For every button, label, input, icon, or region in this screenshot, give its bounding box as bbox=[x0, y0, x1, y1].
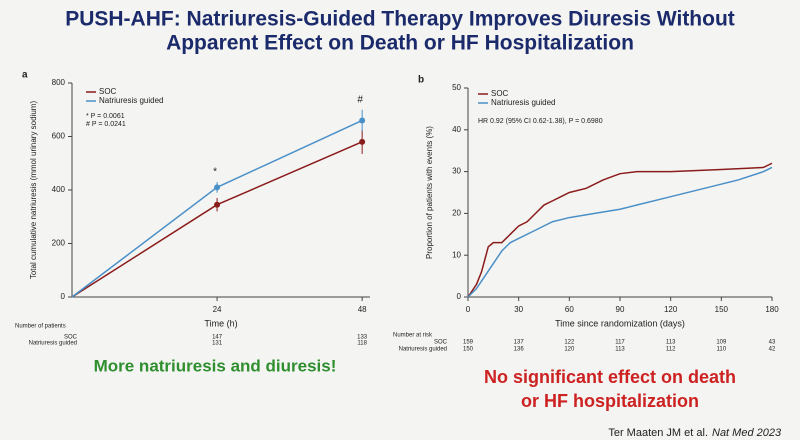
y-tick-label: 600 bbox=[52, 132, 66, 141]
p-value: * P = 0.0061 bbox=[86, 113, 125, 120]
panel-label: a bbox=[22, 70, 28, 81]
y-tick-label: 20 bbox=[452, 209, 461, 218]
risk-value: 113 bbox=[666, 340, 676, 346]
y-axis-label: Total cumulative natriuresis (mmol urina… bbox=[29, 101, 38, 280]
x-tick-label: 150 bbox=[715, 305, 729, 314]
y-tick-label: 30 bbox=[452, 167, 461, 176]
x-tick-label: 180 bbox=[765, 305, 779, 314]
x-axis-label: Time since randomization (days) bbox=[555, 318, 685, 328]
risk-value: 131 bbox=[212, 341, 223, 347]
risk-value: 147 bbox=[212, 335, 223, 341]
slide-title: Apparent Effect on Death or HF Hospitali… bbox=[166, 32, 634, 55]
risk-row-label: Natriuresis guided bbox=[399, 347, 447, 353]
risk-value: 109 bbox=[716, 340, 727, 346]
citation: Ter Maaten JM et al. bbox=[608, 427, 708, 439]
legend-label: SOC bbox=[491, 89, 509, 98]
risk-value: 122 bbox=[564, 340, 575, 346]
risk-value: 113 bbox=[615, 347, 625, 353]
y-tick-label: 200 bbox=[52, 239, 66, 248]
caption: More natriuresis and diuresis! bbox=[94, 356, 337, 375]
risk-table-title: Number of patients bbox=[15, 324, 66, 330]
legend-label: SOC bbox=[99, 87, 117, 96]
y-tick-label: 50 bbox=[452, 83, 461, 92]
caption: No significant effect on death bbox=[484, 367, 736, 387]
risk-value: 133 bbox=[357, 335, 368, 341]
risk-value: 120 bbox=[564, 347, 575, 353]
risk-row-label: SOC bbox=[434, 340, 448, 346]
x-tick-label: 60 bbox=[565, 305, 574, 314]
risk-row-label: SOC bbox=[64, 335, 78, 341]
y-tick-label: 0 bbox=[61, 292, 66, 301]
significance-mark: # bbox=[357, 94, 363, 105]
risk-value: 136 bbox=[514, 347, 525, 353]
risk-value: 112 bbox=[666, 347, 676, 353]
x-tick-label: 48 bbox=[358, 305, 367, 314]
legend-label: Natriuresis guided bbox=[99, 96, 163, 105]
point bbox=[214, 201, 221, 208]
y-tick-label: 10 bbox=[452, 250, 461, 259]
x-axis-label: Time (h) bbox=[204, 318, 237, 328]
series-line bbox=[467, 166, 773, 298]
point bbox=[359, 117, 366, 124]
point bbox=[214, 184, 221, 191]
x-tick-label: 30 bbox=[514, 305, 523, 314]
series-line bbox=[467, 162, 773, 298]
significance-mark: * bbox=[213, 167, 217, 178]
y-tick-label: 40 bbox=[452, 125, 461, 134]
risk-table-title: Number at risk bbox=[393, 333, 433, 339]
y-tick-label: 0 bbox=[457, 292, 462, 301]
caption: or HF hospitalization bbox=[521, 391, 699, 411]
y-tick-label: 400 bbox=[52, 185, 66, 194]
panel-label: b bbox=[418, 75, 424, 86]
legend-label: Natriuresis guided bbox=[491, 98, 555, 107]
risk-value: 118 bbox=[357, 341, 367, 347]
point bbox=[359, 138, 366, 145]
risk-value: 43 bbox=[769, 340, 776, 346]
risk-value: 159 bbox=[463, 340, 474, 346]
risk-value: 150 bbox=[463, 347, 474, 353]
p-value: # P = 0.0241 bbox=[86, 121, 126, 128]
risk-value: 117 bbox=[615, 340, 625, 346]
x-tick-label: 120 bbox=[664, 305, 678, 314]
x-tick-label: 24 bbox=[213, 305, 222, 314]
slide-title: PUSH-AHF: Natriuresis-Guided Therapy Imp… bbox=[65, 8, 735, 31]
risk-value: 42 bbox=[769, 347, 776, 353]
citation: Nat Med 2023 bbox=[712, 427, 782, 439]
x-tick-label: 90 bbox=[616, 305, 625, 314]
y-tick-label: 800 bbox=[52, 78, 66, 87]
x-tick-label: 0 bbox=[466, 305, 471, 314]
annotation: HR 0.92 (95% CI 0.62-1.38), P = 0.6980 bbox=[478, 118, 603, 125]
risk-row-label: Natriuresis guided bbox=[29, 341, 77, 347]
risk-value: 110 bbox=[717, 347, 727, 353]
y-axis-label: Proportion of patients with events (%) bbox=[425, 126, 434, 259]
risk-value: 137 bbox=[514, 340, 525, 346]
